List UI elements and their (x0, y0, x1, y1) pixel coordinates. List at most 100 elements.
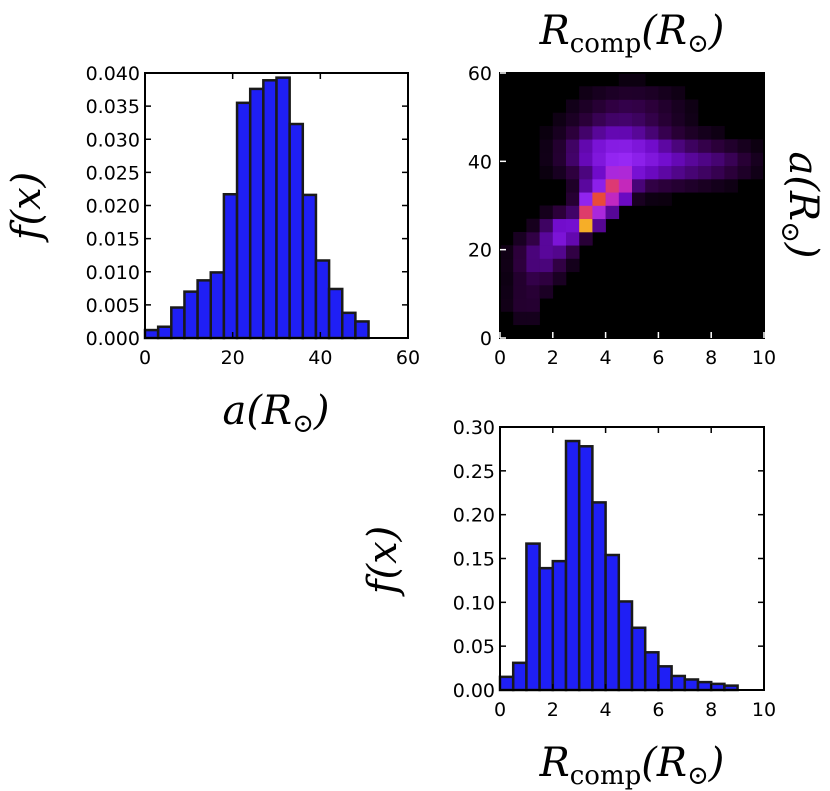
heatmap-cell (632, 73, 646, 87)
heatmap-cell (566, 152, 580, 167)
histogram-a-bar (143, 328, 160, 340)
heatmap-cell (618, 73, 633, 87)
histogram-a-xtick-label: 60 (396, 347, 420, 369)
heatmap-cell (605, 179, 620, 193)
heatmap-cell (645, 126, 659, 140)
heatmap-cell (500, 258, 514, 273)
histogram-rcomp-ytick-label: 0.30 (453, 417, 495, 439)
heatmap-cell (539, 271, 554, 286)
heatmap-cell (632, 139, 646, 153)
heatmap-cell (539, 139, 554, 153)
histogram-rcomp-bar (498, 675, 515, 692)
heatmap-xtick-label: 0 (494, 347, 506, 369)
heatmap-cell (658, 126, 672, 140)
heatmap-cell (579, 192, 593, 206)
heatmap-cell (552, 245, 567, 259)
histogram-a-bar (288, 122, 305, 340)
heatmap-cell (645, 152, 659, 167)
heatmap-cell (698, 139, 712, 153)
heatmap-cell (671, 99, 686, 114)
histogram-a-xtick-label: 0 (139, 347, 151, 369)
histogram-rcomp-bar (696, 680, 713, 692)
heatmap-cell (500, 298, 514, 312)
heatmap-cell (724, 152, 738, 167)
histogram-a-ytick-label: 0.010 (86, 262, 140, 284)
heatmap-cell (698, 126, 712, 140)
heatmap-cell (513, 258, 527, 273)
heatmap-cell (645, 139, 659, 153)
heatmap-cell (632, 192, 646, 206)
heatmap-cell (632, 152, 646, 167)
histogram-a-xtick-label: 20 (221, 347, 245, 369)
heatmap-xtick-label: 10 (752, 347, 776, 369)
heatmap-xtick-label: 8 (705, 347, 717, 369)
histogram-rcomp-bar (657, 665, 673, 692)
heatmap-cell (592, 218, 606, 233)
heatmap-cell (579, 86, 593, 100)
histogram-rcomp-ytick-label: 0.10 (453, 592, 495, 614)
histogram-rcomp-bar (630, 626, 647, 692)
histogram-a-bar (248, 87, 265, 340)
heatmap-cell (737, 165, 752, 180)
heatmap-cell (658, 139, 672, 153)
histogram-a-panel: 0.000 0.005 0.010 0.015 0.020 0.025 0.030 0.035… (4, 63, 420, 439)
heatmap-cell (500, 245, 514, 259)
heatmap-cell (605, 112, 620, 127)
heatmap-cell (684, 99, 699, 114)
heatmap-cell (552, 126, 567, 140)
heatmap-cell (724, 165, 738, 180)
heatmap-cell (618, 126, 633, 140)
heatmap-xtick-label: 6 (652, 347, 664, 369)
heatmap-cell (500, 285, 514, 299)
heatmap-cell (539, 258, 554, 273)
histogram-rcomp-ylabel: f(x) (360, 526, 406, 598)
heatmap-cell (513, 245, 527, 259)
heatmap-cell (592, 165, 606, 180)
histogram-rcomp-bar (643, 651, 660, 692)
heatmap-cell (579, 99, 593, 114)
heatmap-cell (513, 232, 527, 246)
heatmap-cell (671, 179, 686, 193)
histogram-a-bar (262, 79, 278, 340)
heatmap-frame (499, 72, 765, 339)
heatmap-cell (566, 112, 580, 127)
heatmap-xtick-label: 4 (600, 347, 612, 369)
heatmap-cell (579, 165, 593, 180)
heatmap-cell (671, 86, 686, 100)
heatmap-cell (592, 126, 606, 140)
histogram-a-bar (327, 287, 344, 340)
heatmap-cell (513, 298, 527, 312)
histogram-a-xtick-label: 40 (308, 347, 332, 369)
heatmap-cell (671, 112, 686, 127)
heatmap-cell (605, 205, 620, 220)
heatmap-cell (645, 112, 659, 127)
histogram-a-xlabel: a(R⊙) (223, 388, 330, 439)
histogram-a-ytick-label: 0.030 (86, 129, 140, 151)
histogram-a-xticks: 0 20 40 60 (139, 73, 420, 369)
heatmap-cell (526, 271, 540, 286)
histogram-a-bar (314, 259, 331, 340)
heatmap-cell (539, 245, 554, 259)
histogram-a-bar (183, 290, 199, 340)
histogram-a-ytick-label: 0.020 (86, 196, 140, 218)
histogram-a-yticks: 0.000 0.005 0.010 0.015 0.020 0.025 0.030 0.035… (86, 63, 408, 350)
heatmap-cell (566, 258, 580, 273)
heatmap-cell (526, 285, 540, 299)
heatmap-cell (711, 126, 725, 140)
histogram-rcomp-xtick-label: 8 (705, 699, 717, 721)
heatmap-cell (605, 192, 620, 206)
heatmap-cell (579, 205, 593, 220)
heatmap-cell (684, 179, 699, 193)
heatmap-cell (645, 99, 659, 114)
histogram-rcomp-bar (525, 542, 541, 692)
heatmap-cell (684, 165, 699, 180)
heatmap-cell (552, 112, 567, 127)
heatmap-cell (566, 139, 580, 153)
heatmap-cell (552, 139, 567, 153)
heatmap-cell (592, 192, 606, 206)
heatmap-cell (579, 152, 593, 167)
heatmap-cell (526, 298, 540, 312)
heatmap-cell (552, 205, 567, 220)
heatmap-cell (632, 99, 646, 114)
